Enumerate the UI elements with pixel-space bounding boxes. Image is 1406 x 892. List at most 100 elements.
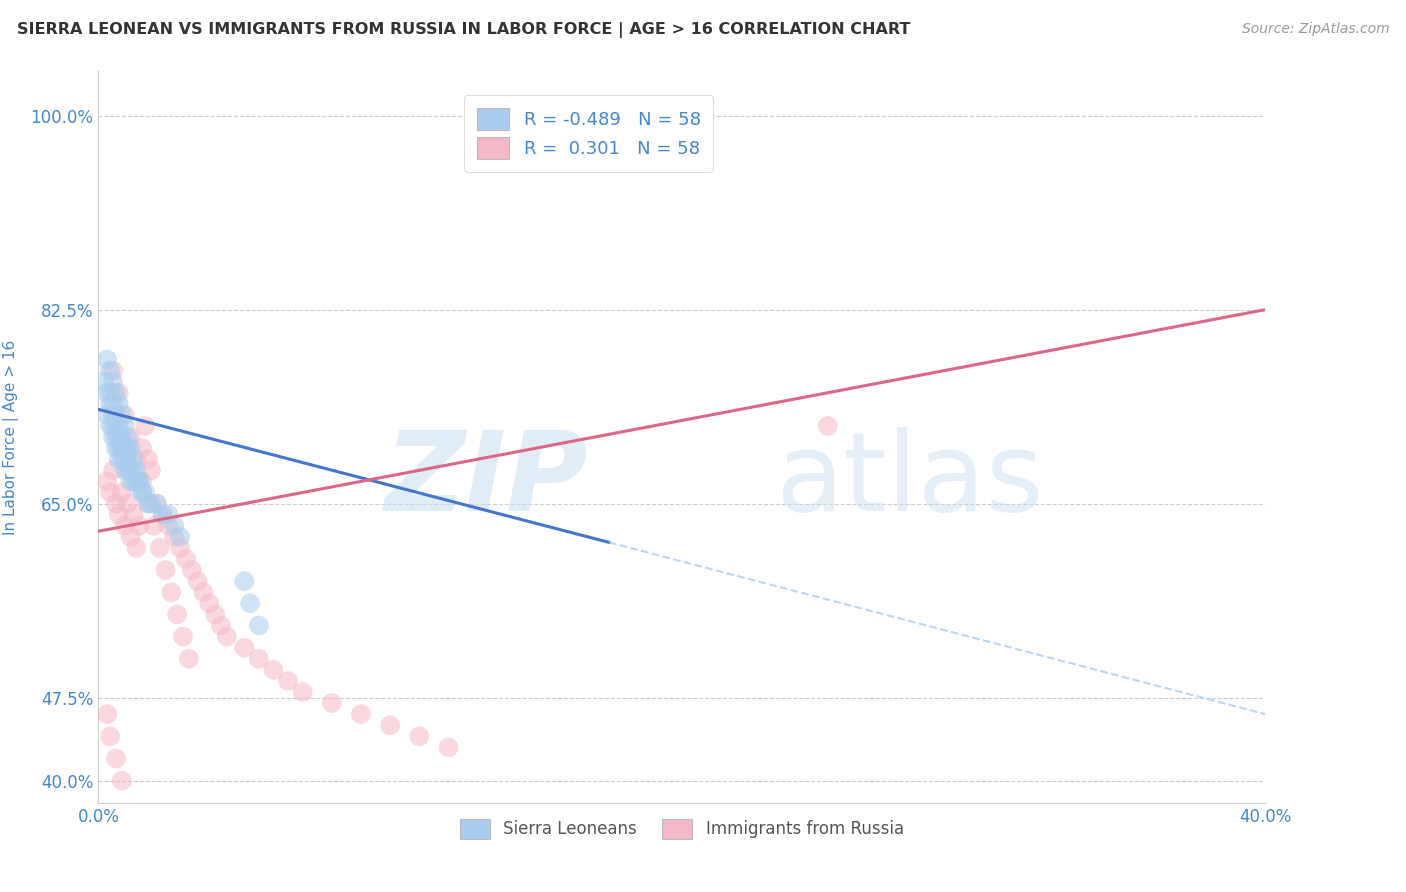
Point [125,463,148,477]
Point [117,463,139,477]
Point [233,574,256,589]
Point [117,497,139,511]
Point [247,618,270,632]
Point [93,375,115,389]
Point [136,452,159,467]
Point [155,563,177,577]
Point [172,630,194,644]
Point [108,385,131,400]
Point [174,552,197,566]
Point [108,397,131,411]
Point [146,497,169,511]
Point [204,607,226,622]
Point [117,430,139,444]
Point [114,518,136,533]
Point [122,508,145,522]
Point [139,463,162,477]
Text: atlas: atlas [775,427,1043,534]
Point [139,497,162,511]
Point [114,419,136,434]
Point [96,385,118,400]
Point [166,607,188,622]
Point [96,475,118,489]
Point [98,729,121,743]
Point [146,497,169,511]
Point [101,430,124,444]
Point [131,441,153,455]
Point [169,541,191,555]
Point [108,441,131,455]
Point [136,497,159,511]
Point [247,651,270,665]
Point [193,585,215,599]
Point [111,430,134,444]
Point [104,419,127,434]
Point [128,475,150,489]
Point [239,596,262,610]
Point [157,508,180,522]
Point [125,475,148,489]
Point [117,452,139,467]
Point [198,596,221,610]
Point [291,685,314,699]
Point [128,475,150,489]
Point [122,463,145,477]
Point [104,751,127,765]
Point [380,718,402,732]
Point [120,475,142,489]
Point [104,497,127,511]
Point [101,363,124,377]
Point [98,419,121,434]
Point [98,397,121,411]
Point [117,441,139,455]
Point [437,740,460,755]
Point [187,574,209,589]
Point [209,618,232,632]
Point [215,630,238,644]
Point [131,475,153,489]
Point [101,397,124,411]
Point [408,729,430,743]
Point [101,375,124,389]
Point [96,707,118,722]
Point [98,363,121,377]
Point [122,475,145,489]
Point [120,441,142,455]
Point [108,452,131,467]
Point [163,518,186,533]
Point [125,541,148,555]
Point [160,585,183,599]
Text: SIERRA LEONEAN VS IMMIGRANTS FROM RUSSIA IN LABOR FORCE | AGE > 16 CORRELATION C: SIERRA LEONEAN VS IMMIGRANTS FROM RUSSIA… [17,22,910,38]
Text: Source: ZipAtlas.com: Source: ZipAtlas.com [1241,22,1389,37]
Point [350,707,373,722]
Point [134,485,156,500]
Point [817,419,839,434]
Point [180,563,202,577]
Point [136,497,159,511]
Point [120,430,142,444]
Point [120,530,142,544]
Point [98,385,121,400]
Point [114,452,136,467]
Point [233,640,256,655]
Y-axis label: In Labor Force | Age > 16: In Labor Force | Age > 16 [3,340,20,534]
Point [108,508,131,522]
Point [128,518,150,533]
Point [111,441,134,455]
Point [104,430,127,444]
Point [157,518,180,533]
Point [142,518,165,533]
Point [96,352,118,367]
Point [131,485,153,500]
Point [169,530,191,544]
Point [152,508,174,522]
Point [125,452,148,467]
Point [114,441,136,455]
Point [134,419,156,434]
Point [163,530,186,544]
Point [131,485,153,500]
Point [321,696,343,710]
Legend: Sierra Leoneans, Immigrants from Russia: Sierra Leoneans, Immigrants from Russia [454,812,910,846]
Point [101,419,124,434]
Point [177,651,200,665]
